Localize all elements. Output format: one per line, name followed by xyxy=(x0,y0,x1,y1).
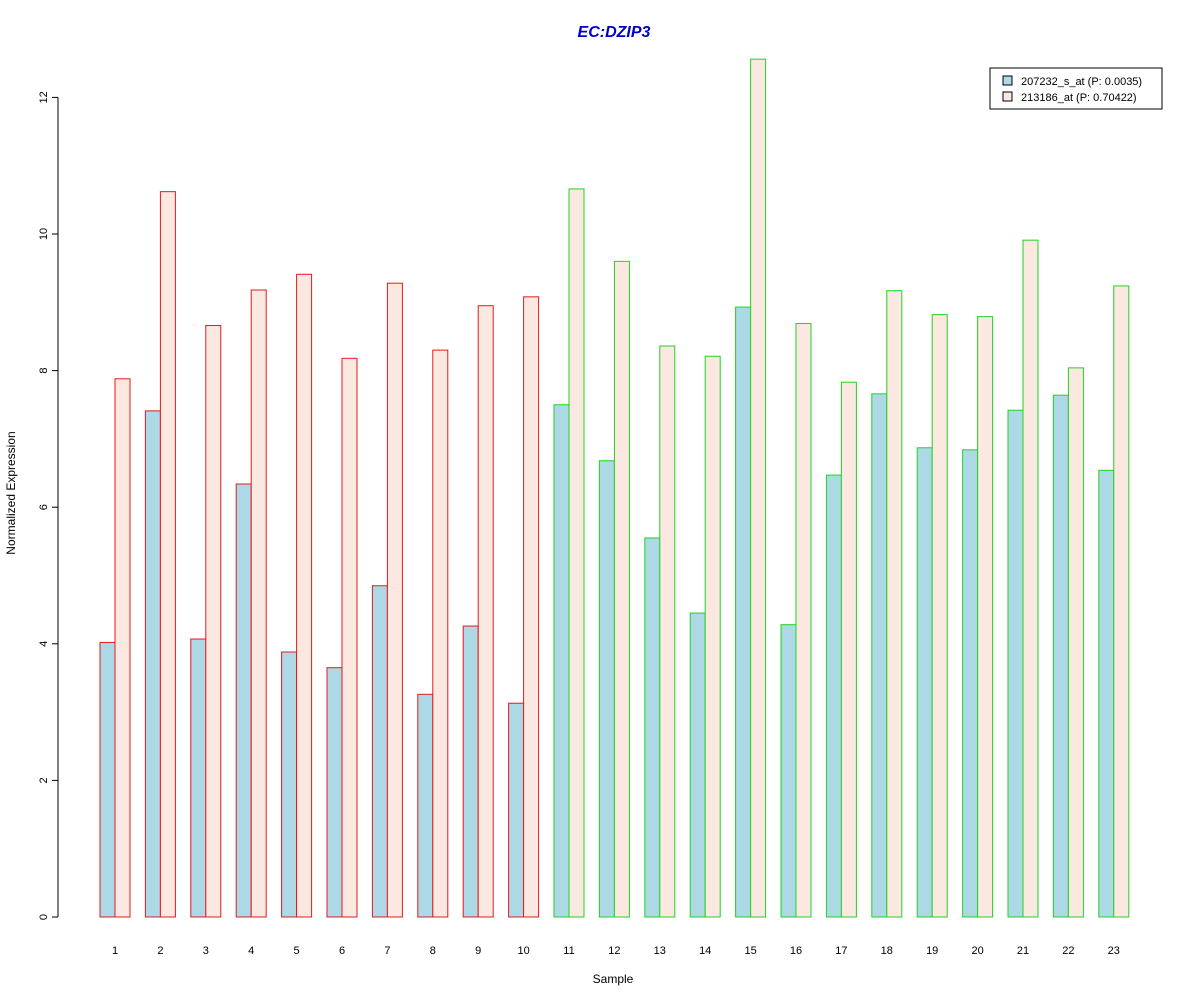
bar-sample-8-series-2 xyxy=(432,349,449,918)
bar-sample-11-series-1 xyxy=(553,404,570,918)
x-tick-label: 2 xyxy=(157,945,163,957)
x-tick-label: 22 xyxy=(1062,945,1074,957)
legend-swatch-series-1 xyxy=(1002,75,1013,86)
bar-sample-7-series-2 xyxy=(386,282,403,918)
bar-sample-18-series-2 xyxy=(886,290,903,918)
bar-sample-12-series-2 xyxy=(613,260,630,918)
x-tick-label: 17 xyxy=(835,945,847,957)
x-tick-label: 11 xyxy=(563,945,574,957)
bar-sample-17-series-1 xyxy=(825,474,842,918)
bar-sample-11-series-2 xyxy=(568,188,585,918)
x-tick-label: 23 xyxy=(1108,945,1120,957)
x-tick-label: 19 xyxy=(926,945,938,957)
bar-sample-22-series-1 xyxy=(1052,394,1069,918)
x-tick-label: 20 xyxy=(971,945,983,957)
bar-sample-13-series-1 xyxy=(644,537,661,918)
bar-sample-2-series-2 xyxy=(159,191,176,918)
bar-sample-18-series-1 xyxy=(871,393,888,918)
bar-sample-16-series-1 xyxy=(780,624,797,918)
x-tick-labels: 1 2 3 4 5 6 7 8 9 10 11 12 13 14 15 16 17 18 19 20 21 22 23 xyxy=(112,945,1120,957)
bar-sample-22-series-2 xyxy=(1067,367,1084,918)
bar-sample-5-series-1 xyxy=(281,651,298,918)
legend: 207232_s_at (P: 0.0035) 213186_at (P: 0.… xyxy=(989,67,1163,110)
legend-box xyxy=(989,67,1163,110)
bar-sample-9-series-1 xyxy=(462,625,479,918)
bar-sample-15-series-2 xyxy=(750,58,767,918)
legend-label-series-1: 207232_s_at (P: 0.0035) xyxy=(1021,76,1142,88)
y-tick-label: 2 xyxy=(38,777,50,783)
bars-group xyxy=(99,58,1130,918)
y-axis-label: Normalized Expression xyxy=(4,431,18,554)
x-tick-label: 16 xyxy=(790,945,802,957)
bar-sample-23-series-2 xyxy=(1113,285,1130,918)
bar-sample-4-series-2 xyxy=(250,289,267,918)
bar-sample-19-series-1 xyxy=(916,447,933,918)
bar-sample-2-series-1 xyxy=(144,410,161,918)
x-tick-label: 6 xyxy=(339,945,345,957)
x-tick-label: 9 xyxy=(475,945,481,957)
bar-sample-21-series-1 xyxy=(1007,409,1024,918)
bar-sample-20-series-1 xyxy=(962,449,979,918)
bar-sample-23-series-1 xyxy=(1098,469,1115,918)
bar-sample-1-series-2 xyxy=(114,378,131,918)
x-tick-label: 21 xyxy=(1017,945,1029,957)
legend-swatch-series-2 xyxy=(1002,91,1013,102)
bar-sample-1-series-1 xyxy=(99,641,116,918)
bar-sample-17-series-2 xyxy=(840,381,857,918)
y-tick-label: 8 xyxy=(38,368,50,374)
x-tick-label: 1 xyxy=(112,945,118,957)
x-tick-label: 14 xyxy=(699,945,711,957)
x-tick-label: 8 xyxy=(430,945,436,957)
y-tick-label: 4 xyxy=(38,641,50,647)
bar-sample-8-series-1 xyxy=(417,693,434,918)
bar-sample-13-series-2 xyxy=(659,345,676,918)
bar-sample-3-series-2 xyxy=(205,325,222,918)
x-tick-label: 15 xyxy=(744,945,756,957)
bar-sample-3-series-1 xyxy=(190,638,207,918)
bar-sample-4-series-1 xyxy=(235,483,252,918)
x-tick-label: 18 xyxy=(881,945,893,957)
bar-sample-5-series-2 xyxy=(296,273,313,918)
x-tick-label: 12 xyxy=(608,945,620,957)
y-tick-label: 12 xyxy=(38,91,50,103)
bar-sample-10-series-2 xyxy=(523,296,540,918)
bar-sample-21-series-2 xyxy=(1022,239,1039,918)
x-tick-label: 10 xyxy=(517,945,529,957)
x-tick-label: 13 xyxy=(654,945,666,957)
bar-sample-20-series-2 xyxy=(977,316,994,918)
bar-sample-19-series-2 xyxy=(931,314,948,918)
chart-title: EC:DZIP3 xyxy=(578,24,651,41)
x-tick-label: 5 xyxy=(294,945,300,957)
bar-sample-10-series-1 xyxy=(508,702,525,918)
bar-sample-12-series-1 xyxy=(598,460,615,918)
bar-sample-14-series-2 xyxy=(704,355,721,918)
x-tick-label: 3 xyxy=(203,945,209,957)
legend-label-series-2: 213186_at (P: 0.70422) xyxy=(1021,92,1137,104)
bar-sample-6-series-2 xyxy=(341,357,358,918)
x-axis-label: Sample xyxy=(593,972,634,986)
x-tick-label: 4 xyxy=(248,945,254,957)
x-tick-label: 7 xyxy=(384,945,390,957)
y-tick-label: 0 xyxy=(38,914,50,920)
y-axis: 0 2 4 6 8 10 12 xyxy=(38,91,59,920)
y-tick-label: 6 xyxy=(38,504,50,510)
bar-sample-15-series-1 xyxy=(735,306,752,918)
bar-sample-16-series-2 xyxy=(795,322,812,918)
bar-sample-9-series-2 xyxy=(477,305,494,918)
y-tick-label: 10 xyxy=(38,228,50,240)
bar-sample-6-series-1 xyxy=(326,667,343,918)
bar-sample-7-series-1 xyxy=(371,585,388,918)
bar-sample-14-series-1 xyxy=(689,612,706,918)
